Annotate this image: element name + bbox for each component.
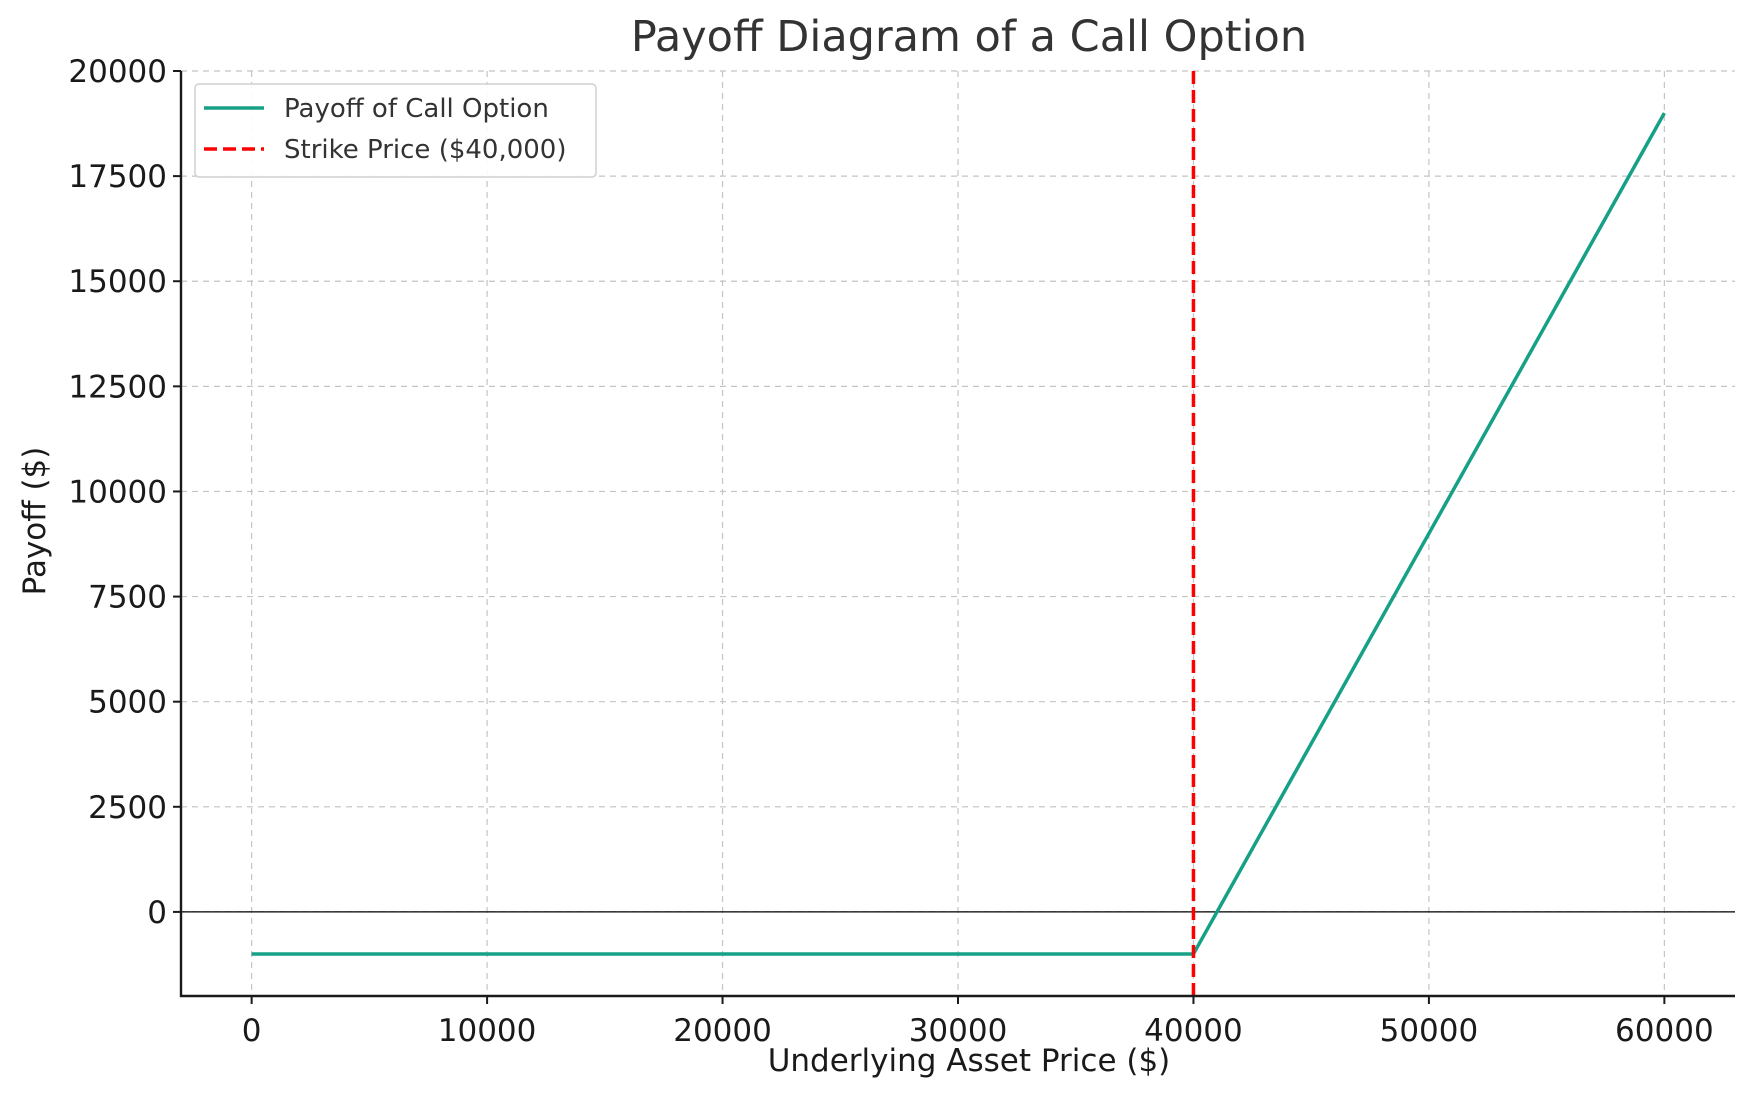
y-tick-label: 7500 bbox=[88, 580, 167, 616]
x-tick-label: 60000 bbox=[1615, 1013, 1714, 1049]
x-axis-label: Underlying Asset Price ($) bbox=[768, 1043, 1171, 1079]
x-tick-label: 30000 bbox=[909, 1013, 1008, 1049]
x-axis-ticks: 0 10000 20000 30000 40000 50000 60000 bbox=[242, 996, 1714, 1049]
x-tick-label: 10000 bbox=[438, 1013, 537, 1049]
x-tick-label: 0 bbox=[242, 1013, 262, 1049]
legend-label-payoff: Payoff of Call Option bbox=[284, 94, 549, 124]
legend-label-strike: Strike Price ($40,000) bbox=[284, 135, 567, 165]
y-axis-label: Payoff ($) bbox=[17, 447, 53, 596]
y-axis-ticks: 0 2500 5000 7500 10000 12500 15000 17500 20000 bbox=[68, 54, 181, 931]
y-tick-label: 10000 bbox=[68, 474, 167, 510]
y-tick-label: 0 bbox=[147, 895, 167, 931]
x-tick-label: 50000 bbox=[1380, 1013, 1479, 1049]
y-tick-label: 2500 bbox=[88, 790, 167, 826]
y-tick-label: 20000 bbox=[68, 54, 167, 90]
y-tick-label: 5000 bbox=[88, 685, 167, 721]
legend-box bbox=[194, 83, 597, 178]
y-tick-label: 12500 bbox=[68, 369, 167, 405]
chart-title: Payoff Diagram of a Call Option bbox=[631, 12, 1307, 62]
grid bbox=[181, 70, 1735, 996]
y-tick-label: 15000 bbox=[68, 264, 167, 300]
x-tick-label: 40000 bbox=[1144, 1013, 1243, 1049]
data-layer bbox=[251, 71, 1666, 996]
y-tick-label: 17500 bbox=[68, 159, 167, 195]
legend: Payoff of Call Option Strike Price ($40,… bbox=[194, 83, 597, 178]
x-tick-label: 20000 bbox=[673, 1013, 772, 1049]
